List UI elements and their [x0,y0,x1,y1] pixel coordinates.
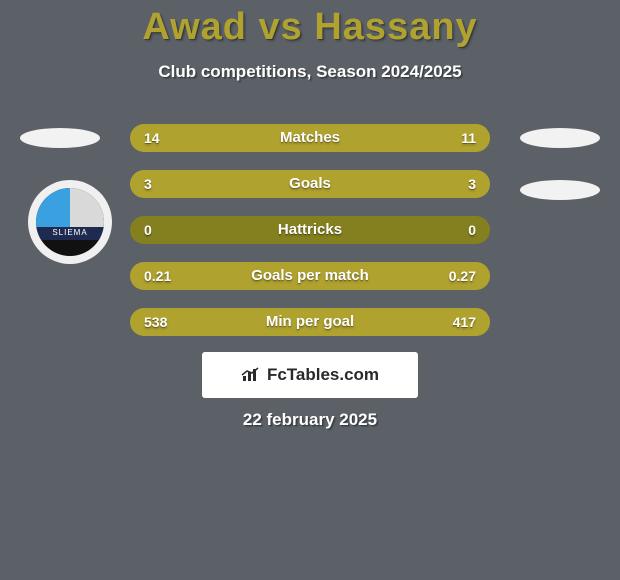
subtitle: Club competitions, Season 2024/2025 [0,62,620,82]
avatar-placeholder-icon [520,180,600,200]
brand-text: FcTables.com [267,365,379,385]
stat-label: Min per goal [130,308,490,336]
club-name: SLIEMA [36,227,104,239]
page-title: Awad vs Hassany [0,6,620,49]
avatar-placeholder-icon [20,128,100,148]
stats-table: 1411Matches 33Goals 00Hattricks 0.210.27Goa… [130,124,490,354]
stat-label: Goals [130,170,490,198]
stat-label: Goals per match [130,262,490,290]
bar-chart-icon [241,367,261,383]
team-badge: SLIEMA [28,180,112,264]
club-crest-icon: SLIEMA [36,188,104,256]
stat-label: Matches [130,124,490,152]
stat-label: Hattricks [130,216,490,244]
comparison-card: Awad vs Hassany Club competitions, Seaso… [0,0,620,580]
date-label: 22 february 2025 [0,410,620,430]
player-left-avatar [20,128,100,148]
brand-link[interactable]: FcTables.com [202,352,418,398]
avatar-placeholder-icon [520,128,600,148]
stat-row: 33Goals [130,170,490,198]
player-right-avatar-secondary [520,180,600,200]
stat-row: 538417Min per goal [130,308,490,336]
stat-row: 00Hattricks [130,216,490,244]
stat-row: 0.210.27Goals per match [130,262,490,290]
player-right-avatar [520,128,600,148]
stat-row: 1411Matches [130,124,490,152]
